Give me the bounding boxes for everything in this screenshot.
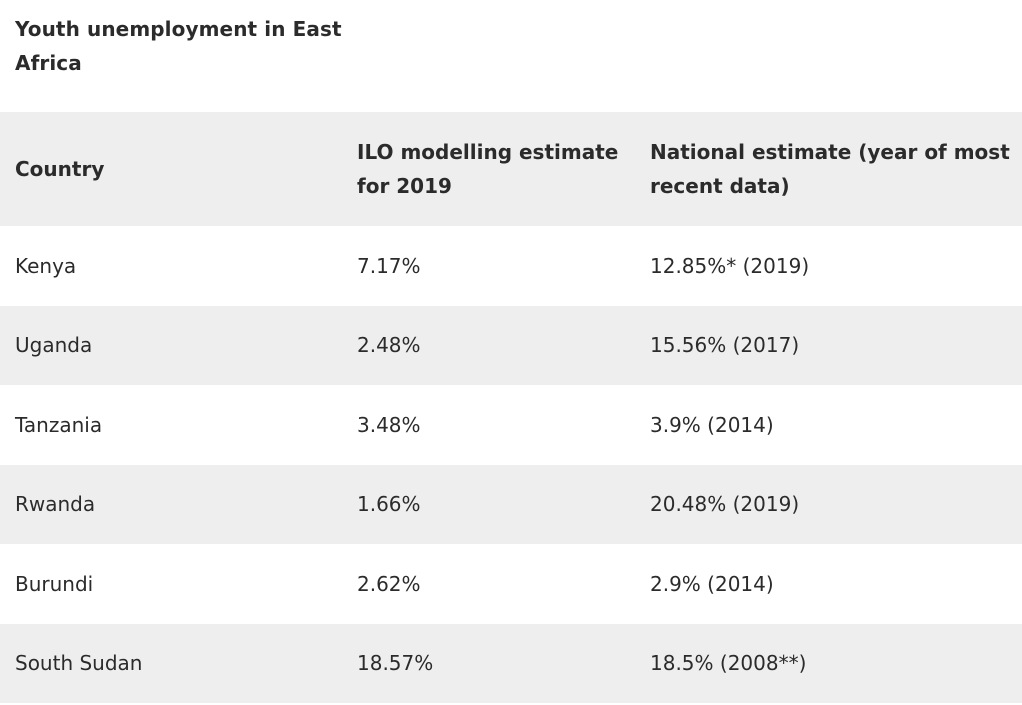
cell-country: Uganda (15, 333, 93, 358)
cell-ilo-estimate: 18.57% (357, 651, 434, 676)
cell-ilo-estimate: 2.48% (357, 333, 421, 358)
cell-national-estimate: 12.85%* (2019) (650, 253, 810, 278)
header-ilo-estimate: ILO modelling estimate for 2019 (357, 140, 619, 198)
table-row: Rwanda 1.66% 20.48% (2019) (0, 464, 1022, 544)
unemployment-table: Country ILO modelling estimate for 2019 … (0, 112, 1022, 703)
cell-ilo-estimate: 3.48% (357, 412, 421, 437)
table-row: Uganda 2.48% 15.56% (2017) (0, 305, 1022, 385)
cell-national-estimate: 15.56% (2017) (650, 333, 800, 358)
cell-ilo-estimate: 1.66% (357, 492, 421, 517)
table-caption: Youth unemployment in East Africa (15, 17, 342, 75)
cell-ilo-estimate: 2.62% (357, 571, 421, 596)
cell-country: Tanzania (15, 412, 103, 437)
cell-country: Rwanda (15, 492, 96, 517)
cell-national-estimate: 2.9% (2014) (650, 571, 774, 596)
header-country: Country (15, 157, 105, 181)
table-row: Tanzania 3.48% 3.9% (2014) (0, 385, 1022, 465)
cell-national-estimate: 18.5% (2008**) (650, 651, 807, 676)
cell-national-estimate: 20.48% (2019) (650, 492, 800, 517)
cell-national-estimate: 3.9% (2014) (650, 412, 774, 437)
cell-country: South Sudan (15, 651, 143, 676)
table-row: Kenya 7.17% 12.85%* (2019) (0, 226, 1022, 306)
cell-ilo-estimate: 7.17% (357, 253, 421, 278)
table-row: Burundi 2.62% 2.9% (2014) (0, 544, 1022, 624)
table-header-row: Country ILO modelling estimate for 2019 … (0, 112, 1022, 226)
cell-country: Burundi (15, 571, 94, 596)
cell-country: Kenya (15, 253, 77, 278)
header-national-estimate: National estimate (year of most recent d… (650, 140, 1010, 198)
table-row: South Sudan 18.57% 18.5% (2008**) (0, 623, 1022, 703)
